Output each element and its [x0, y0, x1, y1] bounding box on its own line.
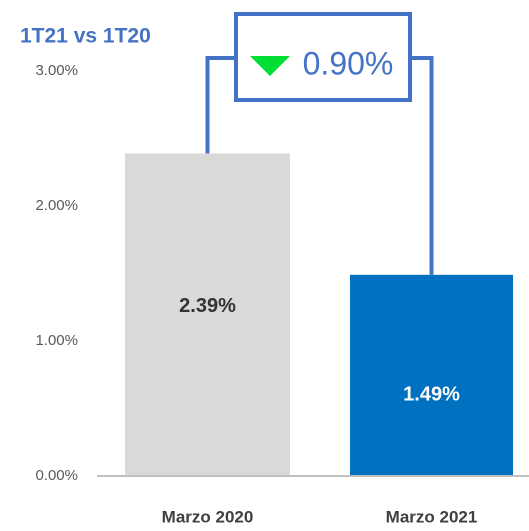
connector — [205, 56, 236, 154]
y-tick-label: 0.00% — [35, 467, 78, 484]
y-tick-label: 1.00% — [35, 332, 78, 349]
y-tick-label: 3.00% — [35, 62, 78, 79]
annotation: 0.90% — [303, 45, 394, 81]
chart-title: 1T21 vs 1T20 — [20, 25, 151, 48]
bar — [125, 153, 290, 476]
x-tick-label: Marzo 2020 — [162, 507, 254, 526]
value-label: 2.39% — [179, 295, 236, 317]
bar — [350, 274, 513, 476]
y-tick-label: 2.00% — [35, 197, 78, 214]
down-arrow — [250, 56, 290, 76]
value-label: 1.49% — [403, 384, 460, 406]
x-tick-label: Marzo 2021 — [386, 507, 478, 526]
connector — [410, 56, 434, 275]
